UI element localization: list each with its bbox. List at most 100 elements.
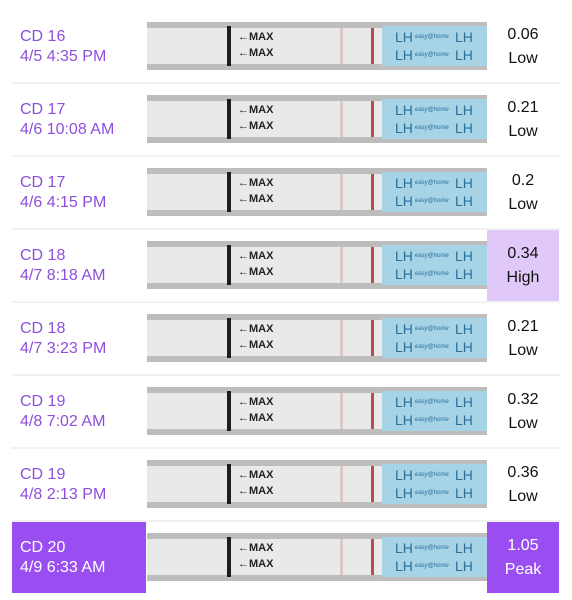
strip-lh-label: LH xyxy=(455,193,473,209)
test-row: CD 164/5 4:35 PM←MAX←MAXLHLHLHLHeasy@hom… xyxy=(20,22,539,70)
test-row: CD 174/6 10:08 AM←MAX←MAXLHLHLHLHeasy@ho… xyxy=(12,82,560,143)
cycle-day: CD 19 xyxy=(20,393,65,410)
lh-value: 0.32 xyxy=(507,391,538,408)
strip-max-label: ←MAX xyxy=(238,177,274,189)
cycle-day: CD 16 xyxy=(20,28,65,45)
control-line xyxy=(371,466,374,502)
strip-lh-label: LH xyxy=(395,29,413,45)
strip-lh-label: LH xyxy=(455,29,473,45)
strip-lh-label: LH xyxy=(395,102,413,118)
strip-max-label: ←MAX xyxy=(238,558,274,570)
strip-lh-label: LH xyxy=(455,266,473,282)
cycle-day: CD 17 xyxy=(20,174,65,191)
strip-handle-line xyxy=(227,99,231,139)
lh-level: High xyxy=(507,269,540,286)
strip-brand: easy@home xyxy=(415,344,449,350)
strip-lh-label: LH xyxy=(395,266,413,282)
lh-value: 0.21 xyxy=(507,99,538,116)
lh-level: Low xyxy=(508,50,538,67)
cycle-day: CD 17 xyxy=(20,101,65,118)
strip-brand: easy@home xyxy=(415,399,449,405)
lh-value: 0.34 xyxy=(507,245,538,262)
test-line xyxy=(340,28,343,64)
test-time: 4/5 4:35 PM xyxy=(20,48,106,65)
control-line xyxy=(371,101,374,137)
test-line xyxy=(340,466,343,502)
strip-handle-line xyxy=(227,391,231,431)
strip-max-label: ←MAX xyxy=(238,47,274,59)
strip-max-label: ←MAX xyxy=(238,31,274,43)
test-row: CD 204/9 6:33 AM←MAX←MAXLHLHLHLHeasy@hom… xyxy=(12,520,560,593)
strip-handle-line xyxy=(227,245,231,285)
strip-max-label: ←MAX xyxy=(238,412,274,424)
cycle-day: CD 18 xyxy=(20,320,65,337)
test-row: CD 194/8 7:02 AM←MAX←MAXLHLHLHLHeasy@hom… xyxy=(12,374,560,435)
strip-brand: easy@home xyxy=(415,490,449,496)
control-line xyxy=(371,320,374,356)
strip-lh-label: LH xyxy=(395,412,413,428)
row-value-highlight xyxy=(487,230,559,301)
lh-level: Low xyxy=(508,196,538,213)
row-value-highlight xyxy=(487,522,559,593)
test-line xyxy=(340,539,343,575)
test-row: CD 174/6 4:15 PM←MAX←MAXLHLHLHLHeasy@hom… xyxy=(12,155,560,216)
test-line xyxy=(340,101,343,137)
strip-max-label: ←MAX xyxy=(238,250,274,262)
control-line xyxy=(371,393,374,429)
strip-lh-label: LH xyxy=(455,175,473,191)
test-row: CD 184/7 8:18 AM←MAX←MAXLHLHLHLHeasy@hom… xyxy=(12,228,560,301)
strip-brand: easy@home xyxy=(415,253,449,259)
strip-brand: easy@home xyxy=(415,271,449,277)
strip-lh-label: LH xyxy=(395,120,413,136)
test-time: 4/8 7:02 AM xyxy=(20,413,105,430)
strip-lh-label: LH xyxy=(455,102,473,118)
strip-lh-label: LH xyxy=(455,540,473,556)
strip-wrapper xyxy=(382,318,487,358)
strip-handle-line xyxy=(227,318,231,358)
cycle-day: CD 19 xyxy=(20,466,65,483)
control-line xyxy=(371,28,374,64)
test-line xyxy=(340,393,343,429)
strip-lh-label: LH xyxy=(455,558,473,574)
test-time: 4/9 6:33 AM xyxy=(20,559,105,576)
strip-lh-label: LH xyxy=(455,467,473,483)
test-line xyxy=(340,247,343,283)
strip-lh-label: LH xyxy=(395,248,413,264)
test-time: 4/6 4:15 PM xyxy=(20,194,106,211)
lh-level: Low xyxy=(508,342,538,359)
strip-max-label: ←MAX xyxy=(238,339,274,351)
test-row: CD 194/8 2:13 PM←MAX←MAXLHLHLHLHeasy@hom… xyxy=(12,447,560,508)
strip-max-label: ←MAX xyxy=(238,120,274,132)
test-line xyxy=(340,174,343,210)
lh-level: Low xyxy=(508,415,538,432)
strip-max-label: ←MAX xyxy=(238,266,274,278)
strip-lh-label: LH xyxy=(455,321,473,337)
strip-brand: easy@home xyxy=(415,52,449,58)
strip-lh-label: LH xyxy=(455,47,473,63)
strip-lh-label: LH xyxy=(395,394,413,410)
control-line xyxy=(371,174,374,210)
lh-level: Low xyxy=(508,488,538,505)
test-time: 4/6 10:08 AM xyxy=(20,121,114,138)
strip-lh-label: LH xyxy=(395,47,413,63)
strip-max-label: ←MAX xyxy=(238,323,274,335)
strip-brand: easy@home xyxy=(415,125,449,131)
cycle-day: CD 20 xyxy=(20,539,65,556)
strip-max-label: ←MAX xyxy=(238,542,274,554)
strip-max-label: ←MAX xyxy=(238,104,274,116)
lh-value: 0.21 xyxy=(507,318,538,335)
strip-lh-label: LH xyxy=(455,120,473,136)
strip-wrapper xyxy=(382,172,487,212)
strip-brand: easy@home xyxy=(415,472,449,478)
strip-wrapper xyxy=(382,391,487,431)
strip-lh-label: LH xyxy=(455,485,473,501)
strip-handle-line xyxy=(227,464,231,504)
strip-brand: easy@home xyxy=(415,180,449,186)
test-time: 4/7 8:18 AM xyxy=(20,267,105,284)
strip-wrapper xyxy=(382,26,487,66)
strip-lh-label: LH xyxy=(395,485,413,501)
strip-lh-label: LH xyxy=(455,339,473,355)
strip-brand: easy@home xyxy=(415,107,449,113)
